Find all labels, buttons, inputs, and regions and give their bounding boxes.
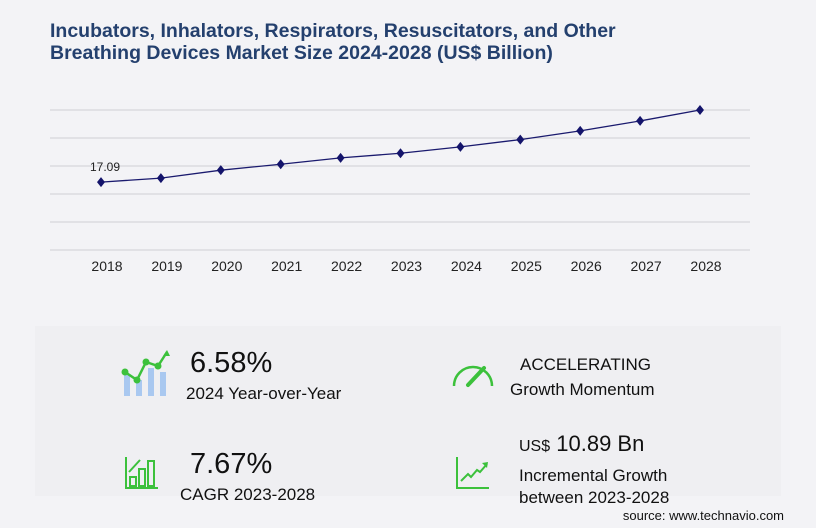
data-point-2028 xyxy=(696,105,704,115)
x-tick-label: 2021 xyxy=(271,258,302,274)
momentum-value: ACCELERATING xyxy=(520,355,651,374)
data-point-2024 xyxy=(456,141,465,152)
data-point-2019 xyxy=(156,173,165,184)
data-point-2027 xyxy=(636,115,645,126)
cagr-value: 7.67% xyxy=(190,448,273,480)
x-tick-label: 2020 xyxy=(211,258,242,274)
incremental-value: US$ 10.89 Bn xyxy=(519,433,644,458)
x-tick-label: 2027 xyxy=(631,258,662,274)
data-point-2021 xyxy=(276,159,285,170)
series-line xyxy=(100,109,701,183)
trend-up-icon xyxy=(456,457,489,489)
x-tick-label: 2024 xyxy=(451,258,482,274)
momentum-label: Growth Momentum xyxy=(510,380,655,399)
data-point-2018 xyxy=(97,177,105,188)
incremental-amount: 10.89 Bn xyxy=(556,431,645,456)
data-point-2022 xyxy=(336,152,345,163)
currency-prefix: US$ xyxy=(519,438,551,455)
yoy-label: 2024 Year-over-Year xyxy=(186,384,342,403)
incremental-label-2: between 2023-2028 xyxy=(519,488,670,507)
x-tick-label: 2025 xyxy=(511,258,542,274)
x-tick-label: 2022 xyxy=(331,258,362,274)
data-point-2025 xyxy=(516,134,525,145)
x-tick-label: 2023 xyxy=(391,258,422,274)
data-label: 17.09 xyxy=(90,160,120,174)
x-tick-label: 2019 xyxy=(151,258,182,274)
speedometer-icon xyxy=(452,365,494,387)
data-point-2026 xyxy=(576,125,585,136)
stats-panel xyxy=(35,326,781,496)
bar-chart-icon xyxy=(125,457,158,489)
x-tick-label: 2028 xyxy=(690,258,721,274)
data-point-2023 xyxy=(396,148,405,159)
source-text: source: www.technavio.com xyxy=(622,508,784,523)
incremental-label-1: Incremental Growth xyxy=(519,466,668,485)
yoy-value: 6.58% xyxy=(190,347,273,379)
bar-line-growth-icon xyxy=(121,350,170,396)
data-point-2020 xyxy=(216,165,225,176)
x-tick-label: 2018 xyxy=(91,258,122,274)
cagr-label: CAGR 2023-2028 xyxy=(180,485,316,504)
chart-title: Incubators, Inhalators, Respirators, Res… xyxy=(50,20,616,64)
x-tick-label: 2026 xyxy=(571,258,602,274)
line-chart: 2018 17.09 2019 2020 2021 2022 2023 2024 2025 202… xyxy=(50,105,750,274)
